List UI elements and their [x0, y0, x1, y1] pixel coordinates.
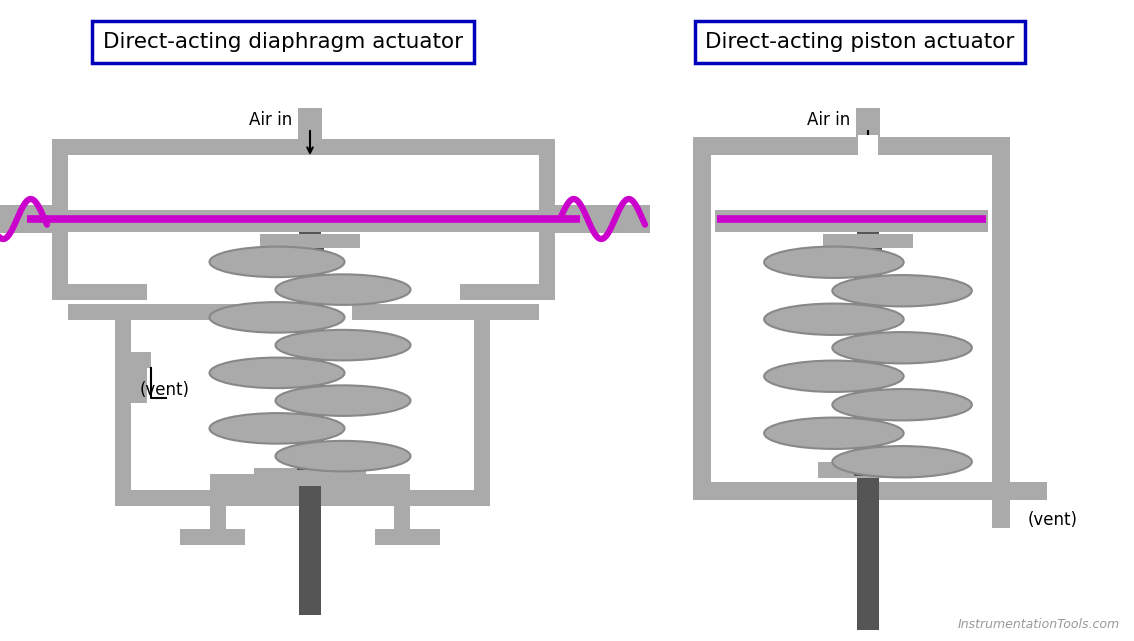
Ellipse shape — [210, 302, 345, 333]
Bar — [474, 304, 539, 320]
Text: InstrumentationTools.com: InstrumentationTools.com — [958, 617, 1120, 631]
Bar — [474, 320, 490, 490]
Text: Air in: Air in — [248, 111, 291, 129]
Ellipse shape — [764, 247, 904, 278]
Bar — [52, 139, 298, 155]
Bar — [0, 205, 67, 233]
Bar — [68, 304, 132, 320]
Ellipse shape — [210, 413, 345, 444]
Bar — [299, 232, 321, 615]
Text: (vent): (vent) — [1029, 511, 1078, 529]
Bar — [992, 500, 1010, 528]
Ellipse shape — [764, 417, 904, 449]
Bar — [539, 139, 555, 300]
Ellipse shape — [764, 304, 904, 335]
Bar — [716, 210, 988, 232]
Bar — [823, 234, 913, 248]
Ellipse shape — [276, 330, 411, 360]
Text: Direct-acting diaphragm actuator: Direct-acting diaphragm actuator — [103, 32, 463, 52]
Bar — [254, 468, 366, 486]
Bar — [854, 248, 882, 476]
Bar — [52, 284, 147, 300]
Ellipse shape — [276, 441, 411, 471]
Ellipse shape — [210, 247, 345, 277]
Bar — [132, 352, 151, 368]
Ellipse shape — [210, 358, 345, 388]
Text: Direct-acting piston actuator: Direct-acting piston actuator — [705, 32, 1015, 52]
Bar — [298, 108, 322, 155]
Ellipse shape — [832, 446, 972, 478]
Bar — [818, 462, 919, 478]
Bar — [540, 205, 650, 233]
Bar — [210, 474, 411, 490]
Ellipse shape — [276, 385, 411, 416]
Bar — [879, 482, 992, 500]
Bar — [210, 490, 226, 545]
Bar — [693, 137, 711, 500]
Bar — [375, 529, 440, 545]
Bar — [115, 304, 253, 320]
Ellipse shape — [764, 361, 904, 392]
Bar — [992, 137, 1010, 500]
Bar — [52, 139, 68, 300]
Bar — [322, 139, 555, 155]
Text: (vent): (vent) — [139, 381, 191, 399]
Bar — [52, 264, 68, 300]
Ellipse shape — [832, 389, 972, 420]
Bar — [693, 482, 1010, 500]
Bar — [353, 304, 490, 320]
Bar — [856, 108, 880, 155]
Bar — [296, 248, 323, 470]
Bar — [539, 264, 555, 300]
Bar — [857, 232, 879, 630]
Bar — [68, 210, 539, 232]
Bar — [115, 320, 132, 490]
Bar — [992, 482, 1047, 500]
Bar — [858, 135, 878, 156]
Bar — [180, 529, 245, 545]
Bar — [115, 490, 490, 506]
Text: Air in: Air in — [806, 111, 850, 129]
Bar — [460, 284, 555, 300]
Bar — [260, 234, 359, 248]
Bar — [711, 482, 857, 500]
Ellipse shape — [832, 275, 972, 306]
Bar — [693, 137, 1010, 155]
Bar — [393, 490, 411, 545]
Ellipse shape — [832, 332, 972, 363]
Bar — [132, 368, 147, 403]
Ellipse shape — [276, 274, 411, 305]
